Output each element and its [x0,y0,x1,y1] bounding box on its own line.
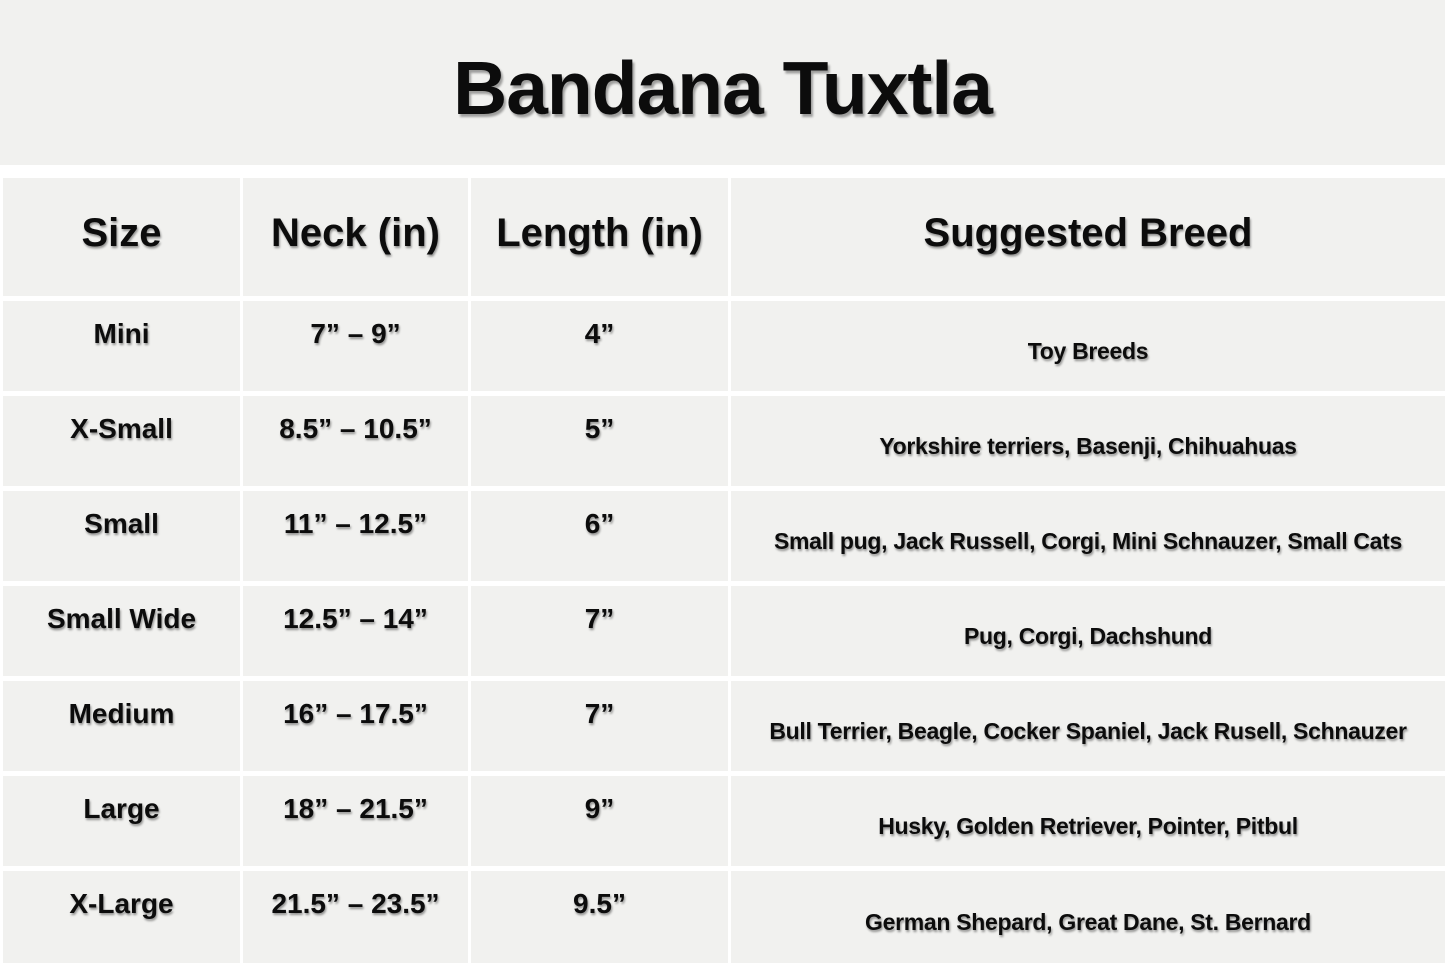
size-cell: Small [3,491,240,581]
length-cell: 9” [471,776,728,866]
length-cell: 6” [471,491,728,581]
neck-cell: 16” – 17.5” [243,681,468,771]
length-cell: 4” [471,301,728,391]
breed-cell: Toy Breeds [731,301,1445,391]
page-title: Bandana Tuxtla [453,45,993,130]
column-header-size: Size [3,178,240,296]
breed-cell: Small pug, Jack Russell, Corgi, Mini Sch… [731,491,1445,581]
size-cell: Mini [3,301,240,391]
breed-cell: German Shepard, Great Dane, St. Bernard [731,871,1445,963]
size-cell: Medium [3,681,240,771]
neck-cell: 18” – 21.5” [243,776,468,866]
neck-cell: 12.5” – 14” [243,586,468,676]
neck-cell: 8.5” – 10.5” [243,396,468,486]
breed-cell: Yorkshire terriers, Basenji, Chihuahuas [731,396,1445,486]
size-cell: Large [3,776,240,866]
breed-cell: Bull Terrier, Beagle, Cocker Spaniel, Ja… [731,681,1445,771]
neck-cell: 21.5” – 23.5” [243,871,468,963]
neck-cell: 7” – 9” [243,301,468,391]
column-header-neck: Neck (in) [243,178,468,296]
size-cell: X-Small [3,396,240,486]
breed-cell: Pug, Corgi, Dachshund [731,586,1445,676]
column-header-breed: Suggested Breed [731,178,1445,296]
title-band: Bandana Tuxtla [0,0,1445,165]
length-cell: 5” [471,396,728,486]
size-chart-table: Size Neck (in) Length (in) Suggested Bre… [0,178,1445,963]
size-cell: X-Large [3,871,240,963]
column-header-length: Length (in) [471,178,728,296]
breed-cell: Husky, Golden Retriever, Pointer, Pitbul [731,776,1445,866]
size-cell: Small Wide [3,586,240,676]
length-cell: 9.5” [471,871,728,963]
neck-cell: 11” – 12.5” [243,491,468,581]
length-cell: 7” [471,586,728,676]
length-cell: 7” [471,681,728,771]
